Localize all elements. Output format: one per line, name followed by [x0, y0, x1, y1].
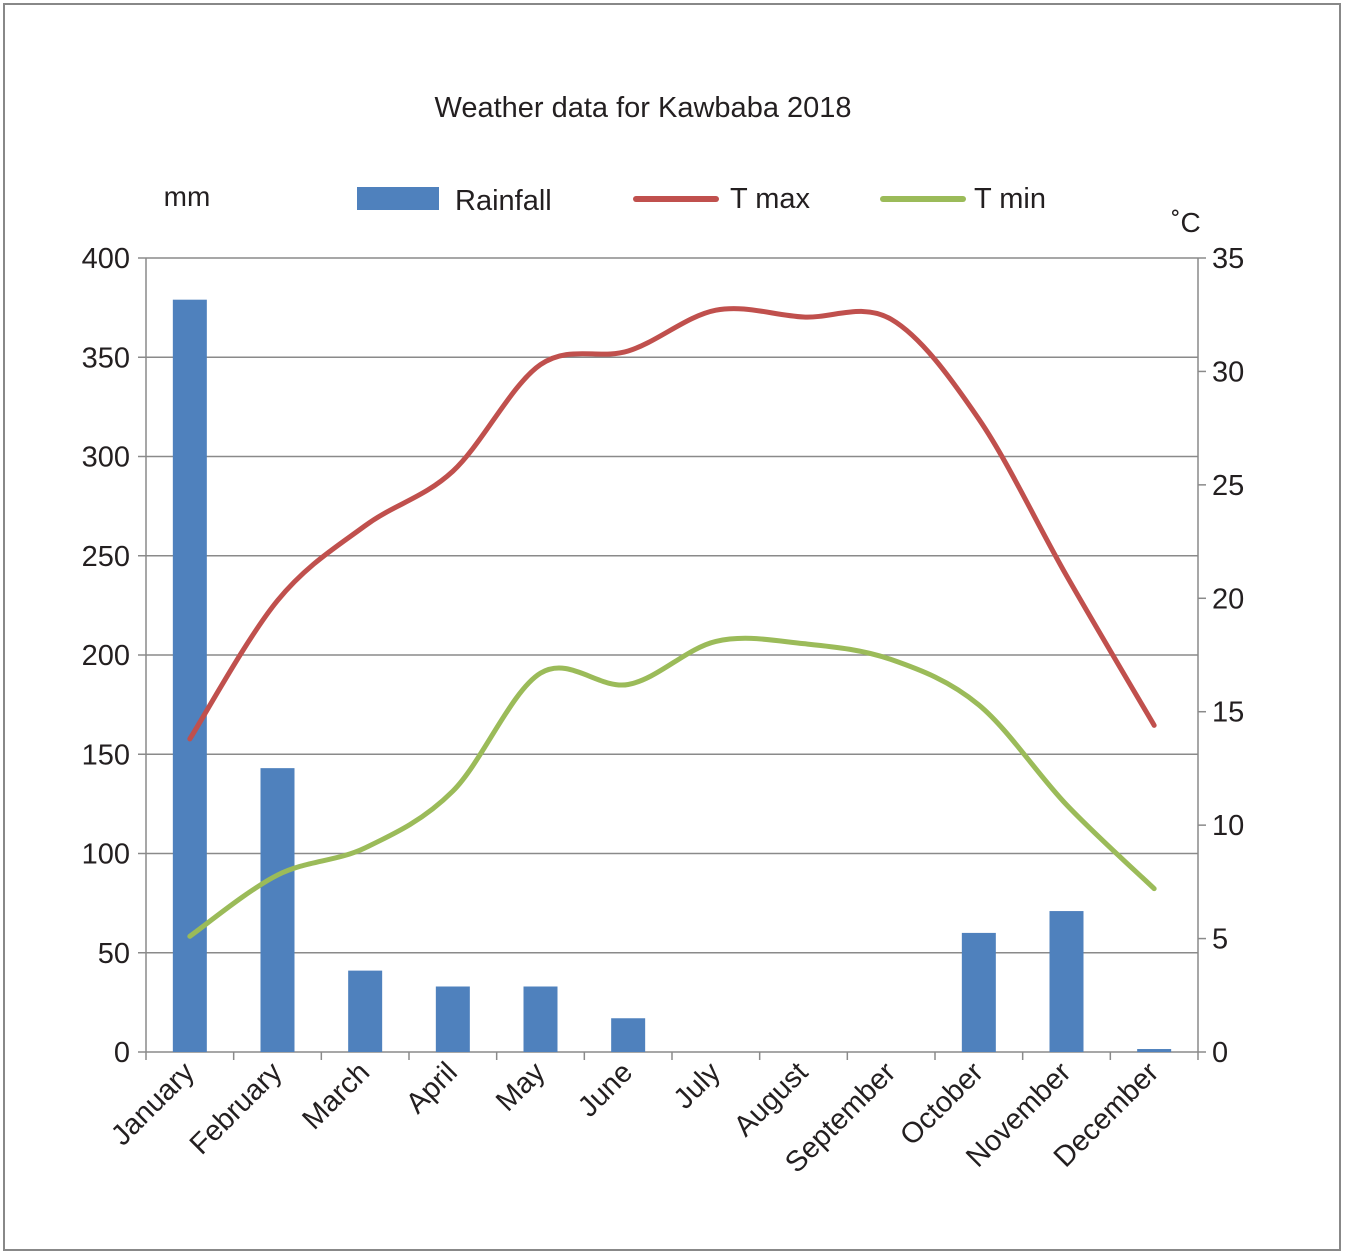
bar-rainfall-june: [611, 1018, 646, 1052]
right-tick-label: 35: [1212, 243, 1244, 275]
bar-rainfall-november: [1049, 911, 1084, 1052]
right-tick-label: 0: [1212, 1037, 1228, 1069]
legend-swatch-rainfall: [357, 187, 439, 210]
bar-rainfall-may: [523, 986, 558, 1052]
bar-rainfall-march: [348, 970, 383, 1052]
line-tmax: [187, 306, 1157, 742]
x-tick-label: July: [668, 1056, 727, 1115]
left-tick-label: 250: [82, 541, 130, 573]
legend: Rainfall T max T min: [357, 183, 1046, 217]
right-tick-label: 25: [1212, 470, 1244, 502]
x-tick-label: April: [400, 1056, 464, 1120]
chart-frame: [3, 3, 1341, 1251]
left-tick-label: 150: [82, 739, 130, 771]
right-axis-label: ˚C: [1171, 207, 1201, 238]
x-tick-label: March: [297, 1056, 377, 1136]
bar-rainfall-april: [435, 986, 470, 1052]
legend-label-rainfall: Rainfall: [455, 185, 552, 217]
right-tick-label: 10: [1212, 810, 1244, 842]
bar-rainfall-october: [961, 932, 996, 1052]
x-tick-label: May: [490, 1056, 552, 1118]
right-tick-label: 30: [1212, 356, 1244, 388]
line-tmin: [187, 635, 1157, 939]
right-tick-label: 20: [1212, 583, 1244, 615]
right-tick-label: 15: [1212, 697, 1244, 729]
right-tick-label: 5: [1212, 924, 1228, 956]
left-axis-label: mm: [164, 181, 211, 212]
bar-rainfall-december: [1137, 1049, 1172, 1052]
left-tick-label: 0: [114, 1037, 130, 1069]
legend-label-tmax: T max: [730, 183, 811, 215]
chart-title: Weather data for Kawbaba 2018: [434, 92, 851, 124]
left-tick-label: 350: [82, 342, 130, 374]
legend-label-tmin: T min: [974, 183, 1046, 215]
bar-rainfall-february: [260, 768, 295, 1052]
x-tick-label: February: [184, 1056, 289, 1161]
left-tick-label: 400: [82, 243, 130, 275]
bar-rainfall-january: [172, 299, 207, 1052]
left-tick-label: 300: [82, 442, 130, 474]
left-tick-label: 100: [82, 839, 130, 871]
x-tick-label: June: [572, 1056, 639, 1123]
left-tick-label: 50: [98, 938, 130, 970]
x-tick-label: August: [728, 1056, 814, 1142]
left-tick-label: 200: [82, 640, 130, 672]
